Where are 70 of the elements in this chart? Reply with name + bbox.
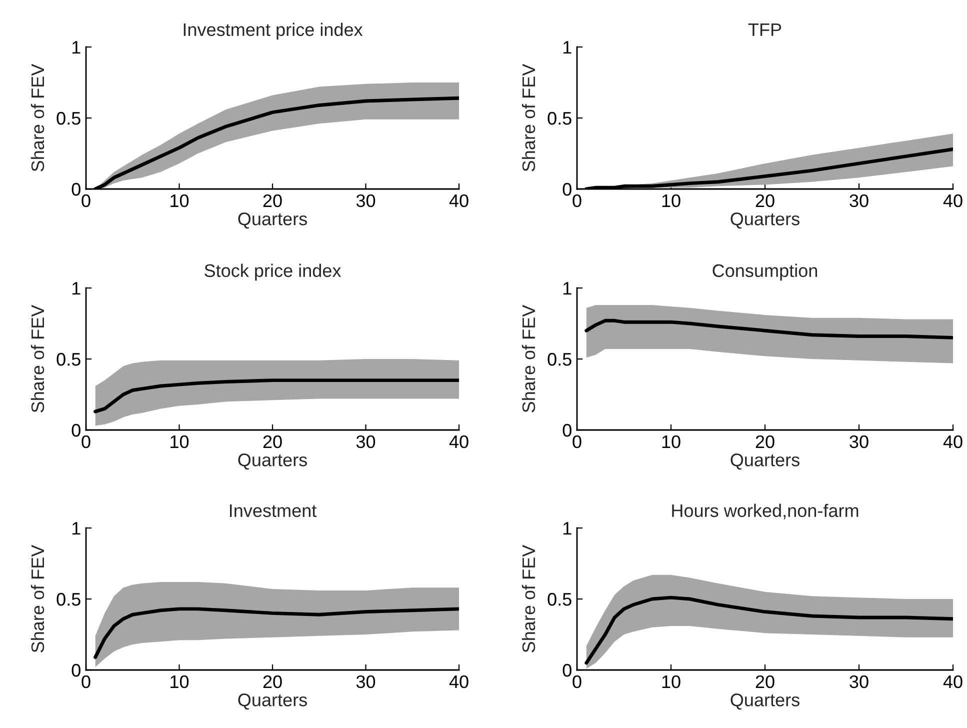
y-tick-label: 1 (72, 282, 80, 295)
y-axis-title: Share of FEV (522, 304, 536, 412)
x-tick-label: 10 (662, 194, 680, 208)
x-axis-title: Quarters (730, 212, 800, 229)
x-tick-label: 0 (572, 435, 582, 448)
x-tick-label: 30 (356, 435, 376, 448)
y-tick-label: 0 (562, 182, 572, 196)
y-axis-title: Share of FEV (522, 544, 536, 652)
y-tick-label: 0 (562, 664, 572, 677)
x-tick-label: 20 (263, 435, 282, 448)
y-tick-label: 1 (563, 41, 572, 54)
y-axis-title: Share of FEV (30, 64, 44, 172)
x-tick-label: 20 (756, 194, 774, 208)
x-tick-label: 10 (170, 675, 189, 688)
y-tick-label: 0 (72, 424, 80, 437)
y-tick-label: 0.5 (548, 592, 572, 606)
x-tick-label: 30 (356, 194, 376, 208)
chart-title: Consumption (712, 264, 818, 281)
chart-title: Hours worked,non-farm (672, 504, 858, 520)
x-tick-label: 0 (82, 194, 90, 208)
line-series (584, 318, 953, 340)
x-tick-label: 30 (850, 435, 868, 448)
y-tick-label: 0 (562, 424, 572, 437)
x-tick-label: 20 (756, 675, 774, 688)
line-series (94, 607, 459, 659)
x-tick-label: 0 (572, 675, 582, 688)
x-axis-title: Quarters (238, 454, 307, 470)
x-tick-label: 0 (82, 675, 90, 688)
x-tick-label: 0 (82, 435, 90, 448)
y-axis-title: Share of FEV (522, 64, 536, 172)
x-tick-label: 40 (449, 194, 468, 208)
x-tick-label: 20 (263, 194, 282, 208)
y-axis-title: Share of FEV (30, 304, 44, 412)
x-tick-label: 40 (449, 435, 468, 448)
x-tick-label: 20 (756, 435, 774, 448)
x-tick-label: 20 (263, 675, 282, 688)
y-tick-label: 1 (72, 522, 80, 535)
chart-title: TFP (748, 23, 782, 36)
x-tick-label: 40 (943, 194, 962, 208)
y-tick-label: 1 (72, 41, 80, 54)
x-tick-label: 40 (943, 435, 962, 448)
line-series (94, 378, 459, 414)
y-tick-label: 0 (72, 664, 80, 677)
x-tick-label: 30 (356, 675, 376, 688)
y-tick-label: 0.5 (56, 592, 80, 606)
x-tick-label: 10 (662, 435, 680, 448)
x-tick-label: 30 (850, 194, 868, 208)
x-tick-label: 10 (170, 435, 189, 448)
y-axis-title: Share of FEV (30, 544, 44, 652)
y-tick-label: 0 (72, 182, 80, 196)
x-axis-title: Quarters (730, 694, 800, 710)
y-tick-label: 1 (563, 282, 572, 295)
chart-title: Investment (230, 504, 317, 518)
x-tick-label: 10 (662, 675, 680, 688)
x-axis-title: Quarters (730, 454, 800, 470)
y-tick-label: 0.5 (548, 352, 572, 366)
x-axis-title: Quarters (238, 212, 307, 229)
x-tick-label: 40 (449, 675, 468, 688)
line-series (584, 596, 953, 665)
chart-title: Investment price index (184, 22, 363, 40)
y-tick-label: 1 (563, 522, 572, 535)
x-tick-label: 10 (170, 194, 189, 208)
x-tick-label: 40 (943, 675, 962, 688)
y-tick-label: 0.5 (56, 112, 80, 125)
y-tick-label: 0.5 (548, 112, 572, 125)
chart-title: Stock price index (204, 264, 342, 281)
x-axis-title: Quarters (238, 694, 307, 710)
y-tick-label: 0.5 (56, 352, 80, 366)
x-tick-label: 30 (850, 675, 868, 688)
x-tick-label: 0 (572, 194, 582, 208)
